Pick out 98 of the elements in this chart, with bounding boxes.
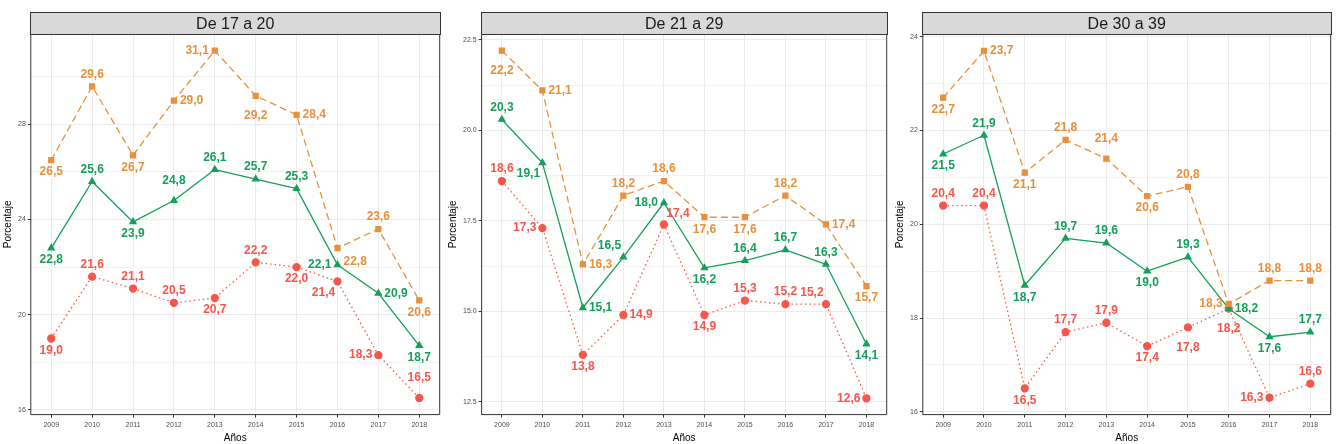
data-label: 21,1 bbox=[121, 268, 146, 283]
data-label: 22,7 bbox=[931, 102, 956, 117]
data-label: 17,6 bbox=[733, 221, 757, 236]
y-axis-title: Porcentaje bbox=[1, 199, 13, 249]
x-axis-title: Años bbox=[672, 431, 696, 443]
data-label: 16,2 bbox=[692, 272, 717, 287]
data-label: 17,9 bbox=[1094, 303, 1119, 318]
data-label: 20,8 bbox=[1176, 167, 1200, 182]
data-label: 16,4 bbox=[733, 241, 757, 256]
chart-title: De 17 a 20 bbox=[29, 12, 441, 35]
data-label: 16,3 bbox=[814, 244, 838, 259]
data-label: 17,4 bbox=[831, 216, 856, 231]
data-label: 16,3 bbox=[1240, 390, 1264, 405]
data-label: 14,1 bbox=[854, 348, 879, 363]
data-label: 19,0 bbox=[39, 342, 64, 357]
data-label: 17,6 bbox=[1257, 341, 1282, 356]
data-label: 17,4 bbox=[1135, 350, 1160, 365]
data-label: 22,2 bbox=[244, 242, 268, 257]
data-label: 26,7 bbox=[121, 159, 146, 174]
data-label: 29,6 bbox=[80, 66, 105, 81]
data-label: 14,9 bbox=[692, 319, 717, 334]
data-label: 20,3 bbox=[490, 99, 514, 114]
data-label: 24,8 bbox=[162, 172, 186, 187]
data-label: 18,3 bbox=[349, 347, 373, 362]
data-label: 18,7 bbox=[1013, 289, 1037, 304]
data-label: 25,6 bbox=[80, 161, 105, 176]
data-label: 19,3 bbox=[1176, 237, 1200, 252]
data-label: 23,9 bbox=[121, 226, 146, 241]
data-label: 21,1 bbox=[548, 82, 573, 97]
data-label: 13,8 bbox=[571, 359, 595, 374]
data-label: 15,7 bbox=[854, 290, 879, 305]
data-label: 26,1 bbox=[203, 149, 227, 164]
data-label: 15,2 bbox=[773, 284, 798, 299]
data-label: 21,1 bbox=[1013, 177, 1037, 192]
data-label: 15,1 bbox=[588, 300, 613, 315]
data-label: 15,2 bbox=[800, 285, 824, 300]
data-label: 16,7 bbox=[773, 230, 798, 245]
data-label: 20,4 bbox=[931, 185, 956, 200]
y-axis-title: Porcentaje bbox=[446, 199, 458, 249]
data-label: 17,7 bbox=[1298, 312, 1323, 327]
data-label: 18,7 bbox=[407, 349, 432, 364]
data-label: 15,3 bbox=[733, 280, 757, 295]
data-label: 22,8 bbox=[343, 254, 368, 269]
data-label: 29,0 bbox=[179, 92, 204, 107]
y-axis-title: Porcentaje bbox=[893, 199, 905, 249]
data-label: 26,5 bbox=[39, 164, 64, 179]
data-label: 18,6 bbox=[490, 161, 514, 176]
data-label: 14,9 bbox=[629, 307, 654, 322]
data-label: 18,8 bbox=[1257, 260, 1282, 275]
data-label: 18,3 bbox=[1199, 296, 1224, 311]
data-label: 19,1 bbox=[516, 166, 541, 181]
data-label: 16,6 bbox=[1298, 363, 1323, 378]
x-axis-title: Años bbox=[1115, 431, 1139, 443]
data-label: 22,8 bbox=[39, 252, 64, 267]
data-label: 17,3 bbox=[513, 220, 537, 235]
data-label: 19,7 bbox=[1053, 218, 1078, 233]
data-label: 21,4 bbox=[311, 284, 336, 299]
data-label: 12,6 bbox=[837, 390, 861, 405]
data-label: 20,5 bbox=[162, 283, 186, 298]
data-label: 20,6 bbox=[1135, 200, 1160, 215]
data-label: 17,7 bbox=[1053, 312, 1078, 327]
data-label: 18,6 bbox=[652, 161, 676, 176]
chart-title: De 30 a 39 bbox=[921, 12, 1332, 35]
data-label: 22,2 bbox=[490, 62, 514, 77]
data-label: 16,3 bbox=[588, 256, 613, 271]
data-label: 28,4 bbox=[302, 107, 327, 122]
data-label: 19,6 bbox=[1094, 223, 1119, 238]
data-label: 16,5 bbox=[597, 238, 622, 253]
data-label: 21,6 bbox=[80, 256, 105, 271]
data-label: 25,3 bbox=[284, 168, 309, 183]
chart-title: De 21 a 29 bbox=[480, 12, 888, 35]
data-label: 20,9 bbox=[384, 285, 409, 300]
data-label: 18,2 bbox=[1234, 300, 1259, 315]
data-label: 21,5 bbox=[931, 158, 956, 173]
data-label: 17,6 bbox=[692, 221, 717, 236]
data-label: 17,8 bbox=[1176, 339, 1200, 354]
data-label: 16,5 bbox=[1013, 392, 1037, 407]
data-label: 25,7 bbox=[244, 159, 268, 174]
data-label: 29,2 bbox=[244, 108, 268, 123]
data-label: 18,0 bbox=[634, 195, 659, 210]
data-label: 18,8 bbox=[1298, 260, 1323, 275]
data-label: 21,9 bbox=[972, 115, 996, 130]
data-label: 31,1 bbox=[185, 42, 210, 57]
data-label: 23,6 bbox=[366, 209, 391, 224]
data-label: 19,0 bbox=[1135, 275, 1160, 290]
data-label: 18,2 bbox=[773, 175, 798, 190]
data-label: 22,0 bbox=[284, 271, 309, 286]
data-label: 18,2 bbox=[611, 175, 636, 190]
data-label: 18,2 bbox=[1217, 320, 1241, 335]
data-label: 20,7 bbox=[203, 302, 227, 317]
x-axis-title: Años bbox=[223, 431, 247, 443]
data-label: 21,4 bbox=[1094, 130, 1119, 145]
data-label: 16,5 bbox=[407, 370, 432, 385]
data-label: 22,1 bbox=[308, 257, 332, 272]
data-label: 20,6 bbox=[407, 304, 432, 319]
data-label: 23,7 bbox=[989, 43, 1014, 58]
data-label: 21,8 bbox=[1053, 120, 1078, 135]
data-label: 20,4 bbox=[972, 185, 996, 200]
